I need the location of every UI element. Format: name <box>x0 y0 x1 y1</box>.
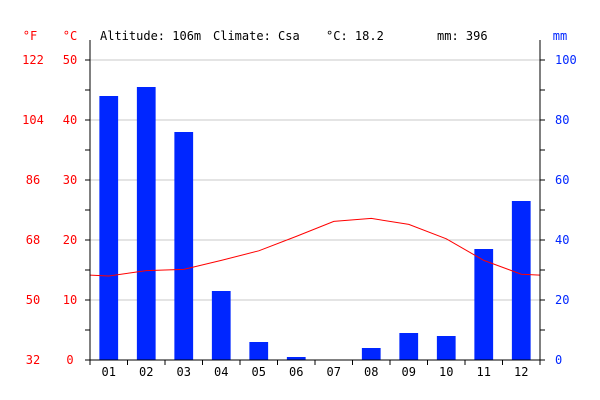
precipitation-bar <box>361 348 381 360</box>
temperature-series-line <box>89 217 541 277</box>
celsius-tick-label: 20 <box>63 233 77 247</box>
month-label: 07 <box>327 365 341 379</box>
month-label: 04 <box>214 365 228 379</box>
mm-tick-label: 100 <box>555 53 577 67</box>
mm-unit-label: mm <box>553 29 567 43</box>
mm-tick-label: 60 <box>555 173 569 187</box>
fahrenheit-tick-label: 68 <box>26 233 40 247</box>
precipitation-bar <box>136 87 156 360</box>
celsius-tick-label: 0 <box>66 353 73 367</box>
fahrenheit-unit-label: °F <box>23 29 37 43</box>
precipitation-bar <box>511 201 531 360</box>
header-altitude: Altitude: 106m <box>100 29 201 43</box>
mm-tick-label: 80 <box>555 113 569 127</box>
precipitation-bar <box>249 342 269 360</box>
fahrenheit-tick-label: 32 <box>26 353 40 367</box>
month-label: 08 <box>364 365 378 379</box>
celsius-tick-label: 10 <box>63 293 77 307</box>
month-label: 05 <box>252 365 266 379</box>
month-label: 01 <box>102 365 116 379</box>
gridlines <box>90 59 540 361</box>
header-mean-temp: °C: 18.2 <box>326 29 384 43</box>
header-climate: Climate: Csa <box>213 29 300 43</box>
month-label: 09 <box>402 365 416 379</box>
month-label: 06 <box>289 365 303 379</box>
fahrenheit-tick-label: 50 <box>26 293 40 307</box>
fahrenheit-tick-label: 86 <box>26 173 40 187</box>
precipitation-bar <box>436 336 456 360</box>
celsius-tick-label: 40 <box>63 113 77 127</box>
precipitation-bar <box>474 249 494 360</box>
precipitation-bars <box>99 87 531 360</box>
mm-tick-label: 40 <box>555 233 569 247</box>
precipitation-bar <box>174 132 194 360</box>
month-label: 11 <box>477 365 491 379</box>
precipitation-bar <box>399 333 419 360</box>
month-label: 03 <box>177 365 191 379</box>
celsius-tick-label: 50 <box>63 53 77 67</box>
precipitation-bar <box>211 291 231 360</box>
temperature-line <box>89 217 541 277</box>
header-precip-total: mm: 396 <box>437 29 488 43</box>
precipitation-bar <box>286 357 306 360</box>
month-label: 10 <box>439 365 453 379</box>
month-label: 02 <box>139 365 153 379</box>
celsius-tick-label: 30 <box>63 173 77 187</box>
celsius-unit-label: °C <box>63 29 77 43</box>
mm-tick-label: 0 <box>555 353 562 367</box>
fahrenheit-tick-label: 122 <box>22 53 44 67</box>
month-label: 12 <box>514 365 528 379</box>
precipitation-bar <box>99 96 119 360</box>
fahrenheit-tick-label: 104 <box>22 113 44 127</box>
mm-tick-label: 20 <box>555 293 569 307</box>
